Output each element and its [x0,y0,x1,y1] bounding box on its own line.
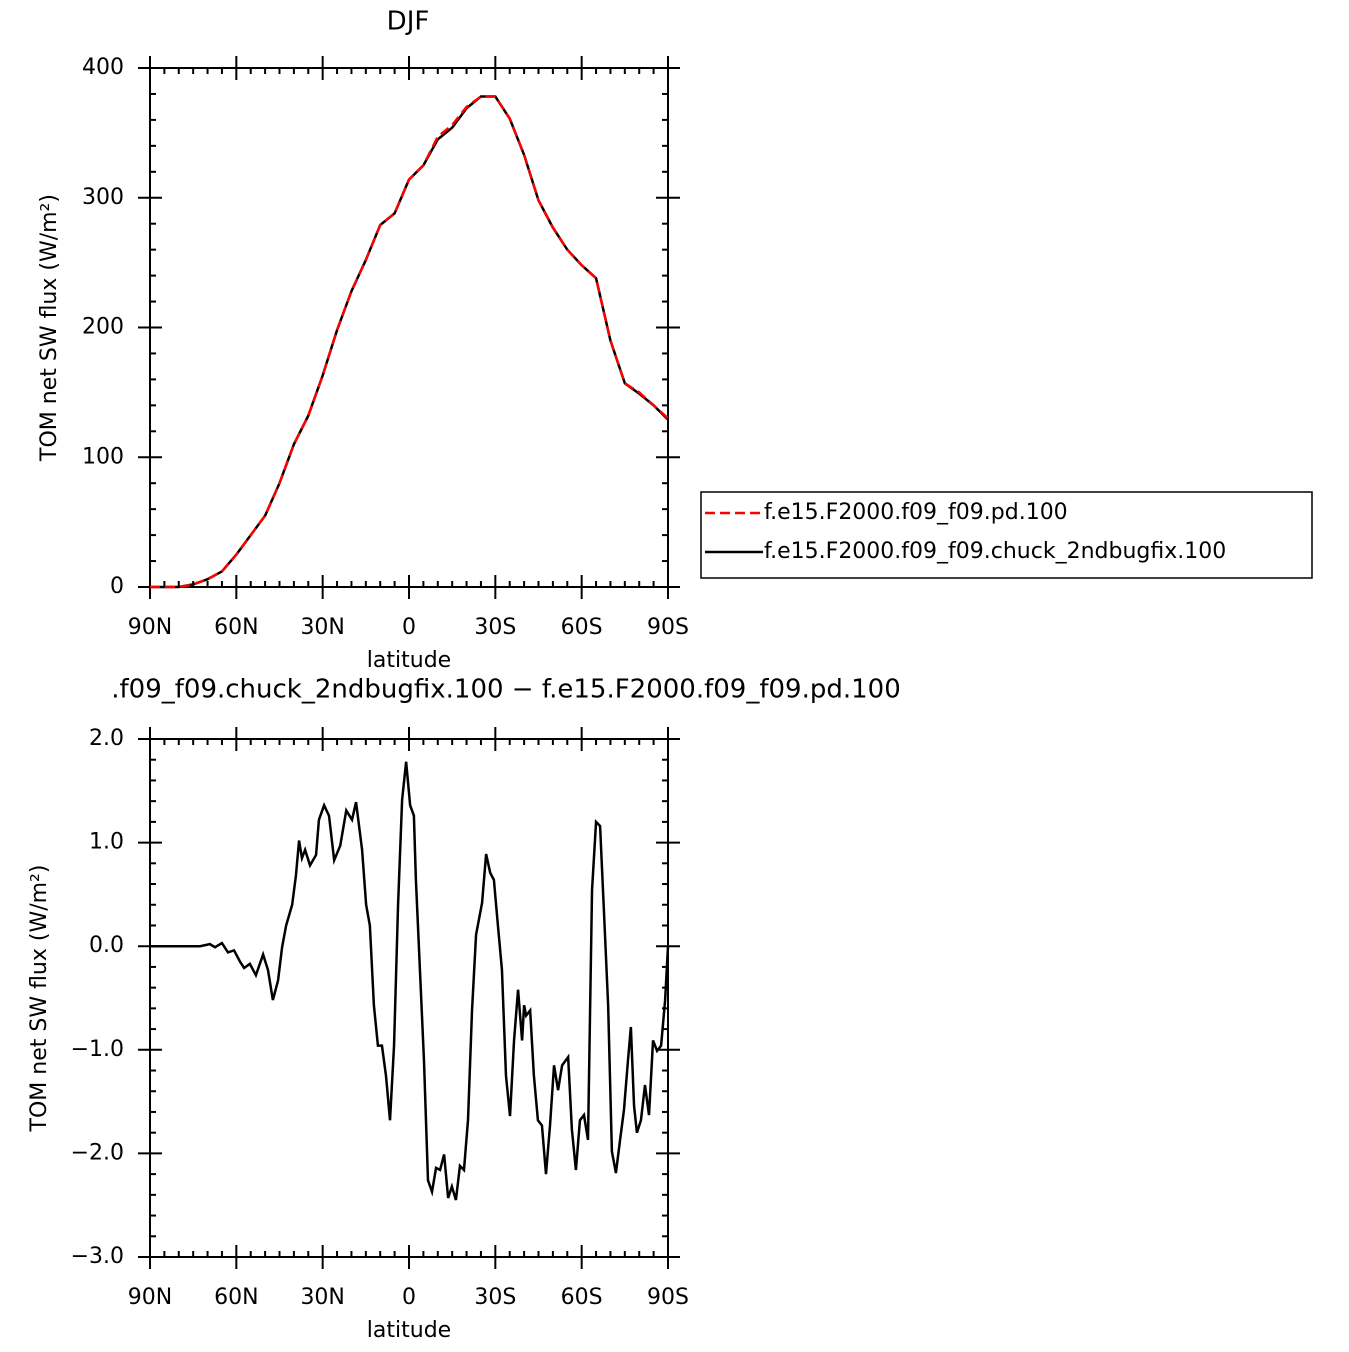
x-tick-label: 0 [402,1285,416,1310]
x-axis-label: latitude [367,648,451,673]
x-tick-label: 90N [128,1285,172,1310]
data-line [150,95,669,589]
data-line [150,761,670,1201]
x-tick-label: 60S [561,615,603,640]
y-tick-label: 0.0 [89,933,124,958]
y-tick-label: −1.0 [71,1037,124,1062]
chart-title: DJF [387,7,430,37]
x-axis-label: latitude [367,1318,451,1343]
x-tick-label: 30S [474,615,516,640]
y-tick-label: 400 [82,55,124,80]
y-axis-label: TOM net SW flux (W/m²) [27,865,52,1133]
x-tick-label: 0 [402,615,416,640]
x-tick-label: 30N [300,1285,344,1310]
data-line [150,95,669,589]
plot-frame [149,738,669,1258]
legend: f.e15.F2000.f09_f09.pd.100 f.e15.F2000.f0… [700,491,1313,579]
legend-label: f.e15.F2000.f09_f09.pd.100 [764,500,1068,525]
x-tick-label: 30S [474,1285,516,1310]
plot-frame [149,67,669,588]
legend-label: f.e15.F2000.f09_f09.chuck_2ndbugfix.100 [764,539,1226,564]
y-tick-label: 2.0 [89,726,124,751]
y-tick-label: 300 [82,185,124,210]
y-tick-label: 100 [82,444,124,469]
y-tick-label: 0 [110,574,124,599]
y-tick-label: 1.0 [89,830,124,855]
y-axis-label: TOM net SW flux (W/m²) [37,194,62,462]
y-tick-label: −3.0 [71,1244,124,1269]
x-tick-label: 60S [561,1285,603,1310]
x-tick-label: 90N [128,615,172,640]
x-tick-label: 60N [214,615,258,640]
y-tick-label: −2.0 [71,1140,124,1165]
x-tick-label: 90S [647,1285,689,1310]
x-tick-label: 90S [647,615,689,640]
x-tick-label: 60N [214,1285,258,1310]
chart-title: .f09_f09.chuck_2ndbugfix.100 − f.e15.F20… [111,675,900,705]
y-tick-label: 200 [82,315,124,340]
legend-box [700,491,1313,579]
x-tick-label: 30N [300,615,344,640]
